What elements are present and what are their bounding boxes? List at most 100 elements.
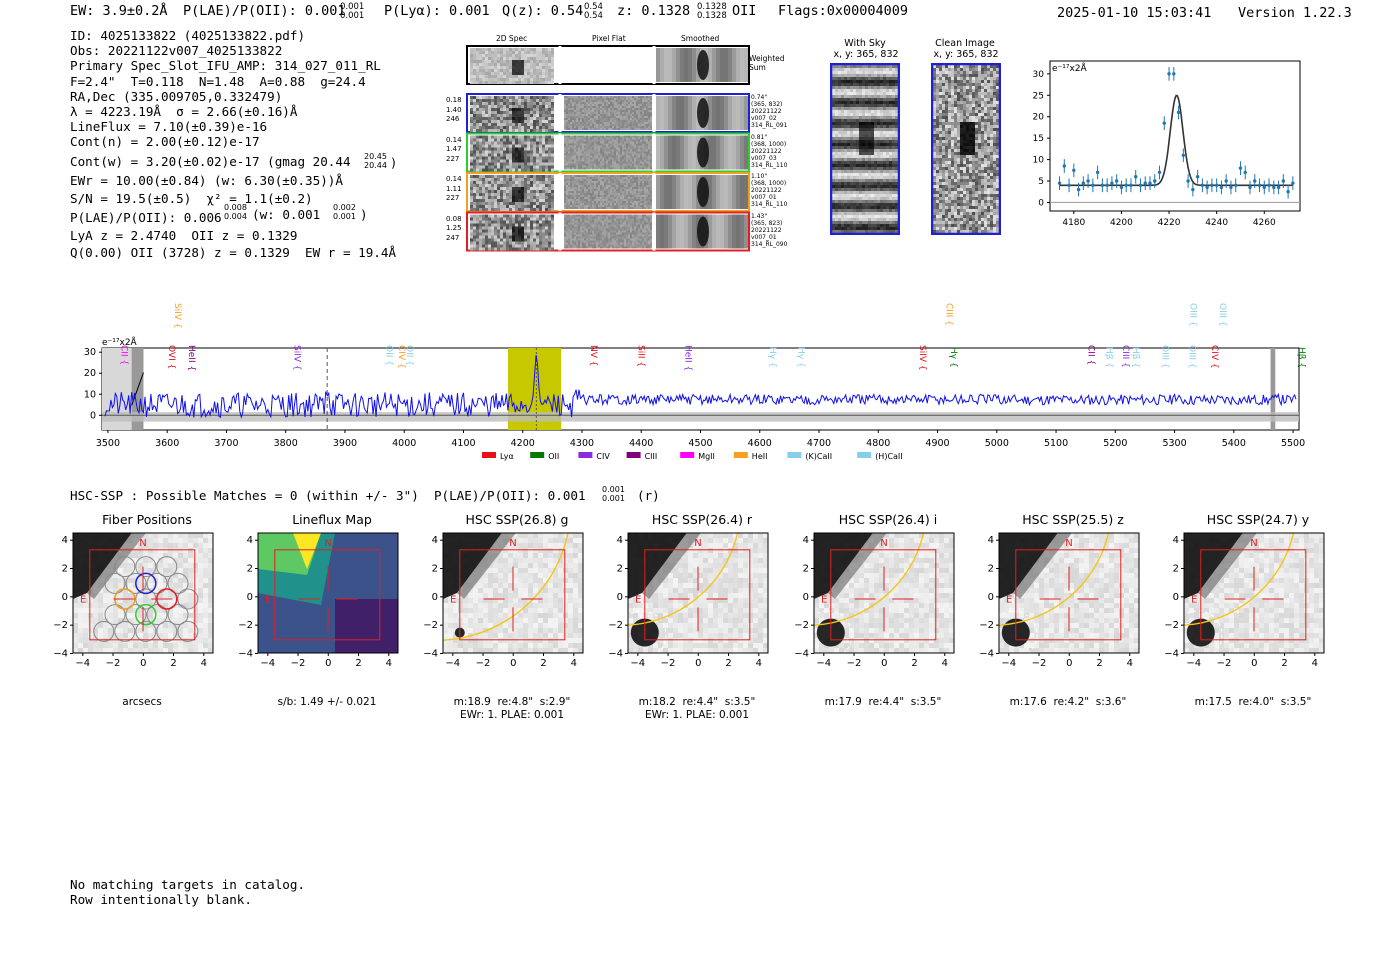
hsc-x-tick: −2 xyxy=(847,658,862,669)
cutout-row-3 xyxy=(466,172,750,212)
zoom-data-point xyxy=(1276,180,1281,195)
info-lya-z: LyA z = 2.4740 OII z = 0.1329 xyxy=(70,228,298,244)
hsc-x-tick: −4 xyxy=(75,658,90,669)
zoom-data-point xyxy=(1157,165,1162,180)
spectrum-x-tick: 5100 xyxy=(1044,438,1068,449)
zoom-data-point xyxy=(1091,178,1095,193)
hsc-y-tick: 4 xyxy=(803,535,809,546)
zoom-data-point xyxy=(1105,178,1109,193)
spectral-line-label: SiIV { xyxy=(292,345,302,371)
zoom-data-point xyxy=(1129,178,1133,193)
east-label: E xyxy=(1191,595,1197,606)
cutout-row-left-label: 0.14 1.47 227 xyxy=(446,136,462,165)
zoom-data-point xyxy=(1095,165,1100,180)
hsc-title: HSC-SSP : Possible Matches = 0 (within +… xyxy=(70,488,586,503)
hsc-panel-image: N E −4 4 −2 2 0 0 2 −2 4 −4 xyxy=(1164,532,1325,669)
with-sky-image xyxy=(830,63,900,235)
hsc-y-tick: −4 xyxy=(238,648,253,659)
cutout-right-value: v007_03 xyxy=(751,154,777,162)
hsc-panel-title: HSC SSP(24.7) y xyxy=(1206,512,1310,527)
cutout-left-value: 0.18 xyxy=(446,96,462,104)
hsc-x-tick: −2 xyxy=(476,658,491,669)
hsc-y-tick: 0 xyxy=(1173,592,1179,603)
header-z-sup: 0.1328 xyxy=(697,2,727,12)
hsc-y-tick: 4 xyxy=(247,535,253,546)
north-label: N xyxy=(880,538,887,549)
hsc-panel-caption: s/b: 1.49 +/- 0.021 xyxy=(277,696,377,708)
spectrum-legend-item: CIII xyxy=(626,452,657,461)
north-label: N xyxy=(139,538,146,549)
zoom-data-point xyxy=(1262,180,1266,195)
spectrum-legend-item: (K)CaII xyxy=(787,452,832,461)
spectrum-legend-item: MgII xyxy=(680,452,715,461)
hsc-panel-caption: arcsecs xyxy=(122,696,162,708)
hsc-x-tick: 0 xyxy=(1251,658,1257,669)
info-lambda: λ = 4223.19Å σ = 2.66(±0.16)Å xyxy=(70,104,298,120)
zoom-data-point xyxy=(1234,178,1238,193)
hsc-x-tick: 2 xyxy=(540,658,546,669)
hsc-y-tick: 0 xyxy=(617,592,623,603)
header-plae-sup: 0.001 xyxy=(340,2,365,12)
spectrum-x-tick: 4500 xyxy=(688,438,712,449)
info-block: ID: 4025133822 (4025133822.pdf) Obs: 202… xyxy=(70,28,396,260)
clean-image-title: Clean Image xyxy=(935,38,995,49)
info-plae-sub: 0.004 xyxy=(224,212,247,221)
zoom-data-point xyxy=(1148,176,1152,190)
spectral-line-label: OVI { xyxy=(166,345,176,369)
spectral-line-label: SiIV { xyxy=(917,345,927,371)
cutout-right-value: 1.43" xyxy=(751,212,768,220)
col-title-2d-spec: 2D Spec xyxy=(496,34,528,43)
spectrum-x-tick: 4400 xyxy=(629,438,653,449)
hsc-x-tick: −2 xyxy=(661,658,676,669)
zoom-x-tick: 4240 xyxy=(1205,218,1228,228)
cutout-right-value: 20221122 xyxy=(751,147,782,155)
spectral-line-label: HeII { xyxy=(683,345,693,371)
hsc-y-tick: 2 xyxy=(432,564,438,575)
hsc-x-tick: 0 xyxy=(325,658,331,669)
spectrum-legend-item: Lyα xyxy=(482,452,514,461)
header-plae: P(LAE)/P(OII): 0.001 xyxy=(183,3,346,19)
spectrum-x-tick: 4700 xyxy=(807,438,831,449)
header-z-sub: 0.1328 xyxy=(697,11,727,21)
cutout-left-value: 227 xyxy=(446,154,460,163)
info-sn: S/N = 19.5(±0.5) χ² = 1.1(±0.2) xyxy=(70,191,313,207)
hsc-y-tick: −2 xyxy=(608,620,623,631)
hsc-x-tick: −4 xyxy=(1001,658,1016,669)
spectral-line-label: CIV { xyxy=(396,345,406,369)
spectral-line-label: SiIV { xyxy=(172,303,182,329)
hsc-x-tick: 4 xyxy=(1127,658,1133,669)
cutout-left-value: 246 xyxy=(446,115,460,123)
cutout-row-right-label: 1.43" (365, 823) 20221122 v007_01 314_RL_090 xyxy=(751,213,787,248)
spectral-line-label: OIII { xyxy=(1186,345,1196,369)
spectral-line-label: CII { xyxy=(119,345,129,365)
zoom-data-point xyxy=(1195,169,1200,184)
zoom-data-point xyxy=(1076,182,1081,197)
spectrum-line xyxy=(104,354,1297,419)
weighted-sum-row xyxy=(466,45,750,85)
hsc-y-tick: −2 xyxy=(794,620,809,631)
hsc-x-tick: −4 xyxy=(445,658,460,669)
hsc-x-tick: −2 xyxy=(1032,658,1047,669)
cutout-row-left-label: 0.18 1.40 246 xyxy=(446,96,462,125)
spectrum-legend-item: CIV xyxy=(578,452,610,461)
footer-line-1: No matching targets in catalog. xyxy=(70,877,306,892)
hsc-panel-image: N E −4 4 −2 2 0 0 2 −2 4 −4 xyxy=(423,532,584,669)
cutout-left-value: 1.47 xyxy=(446,145,462,153)
spectrum-unit-label: e⁻¹⁷x2Å xyxy=(102,336,138,348)
zoom-data-point xyxy=(1072,163,1076,178)
hsc-x-tick: 4 xyxy=(942,658,948,669)
hsc-y-tick: 2 xyxy=(1173,564,1179,575)
hsc-y-tick: −4 xyxy=(423,648,438,659)
header-ew: EW: 3.9±0.2Å xyxy=(70,3,168,19)
info-fwhm: F=2.4" T=0.118 N=1.48 A=0.88 g=24.4 xyxy=(70,73,366,89)
full-spectrum-chart: e⁻¹⁷x2Å 0 10 20 30 3500 3600 3700 3800 3900 4000 41… xyxy=(84,303,1306,461)
north-label: N xyxy=(694,538,701,549)
zoom-y-tick: 25 xyxy=(1033,91,1044,101)
hsc-panel-1: Lineflux Map xyxy=(232,512,432,527)
hsc-panel-2: HSC SSP(26.8) g xyxy=(417,512,617,527)
hsc-panel-title: HSC SSP(26.4) r xyxy=(651,512,753,527)
spectral-line-label: Hγ { xyxy=(795,347,805,368)
spectral-line-label: OII { xyxy=(404,345,414,366)
hsc-panel-4: HSC SSP(26.4) i xyxy=(788,512,988,527)
cutout-grid: 2D Spec Pixel Flat Smoothed Weighted Sum xyxy=(466,34,785,254)
